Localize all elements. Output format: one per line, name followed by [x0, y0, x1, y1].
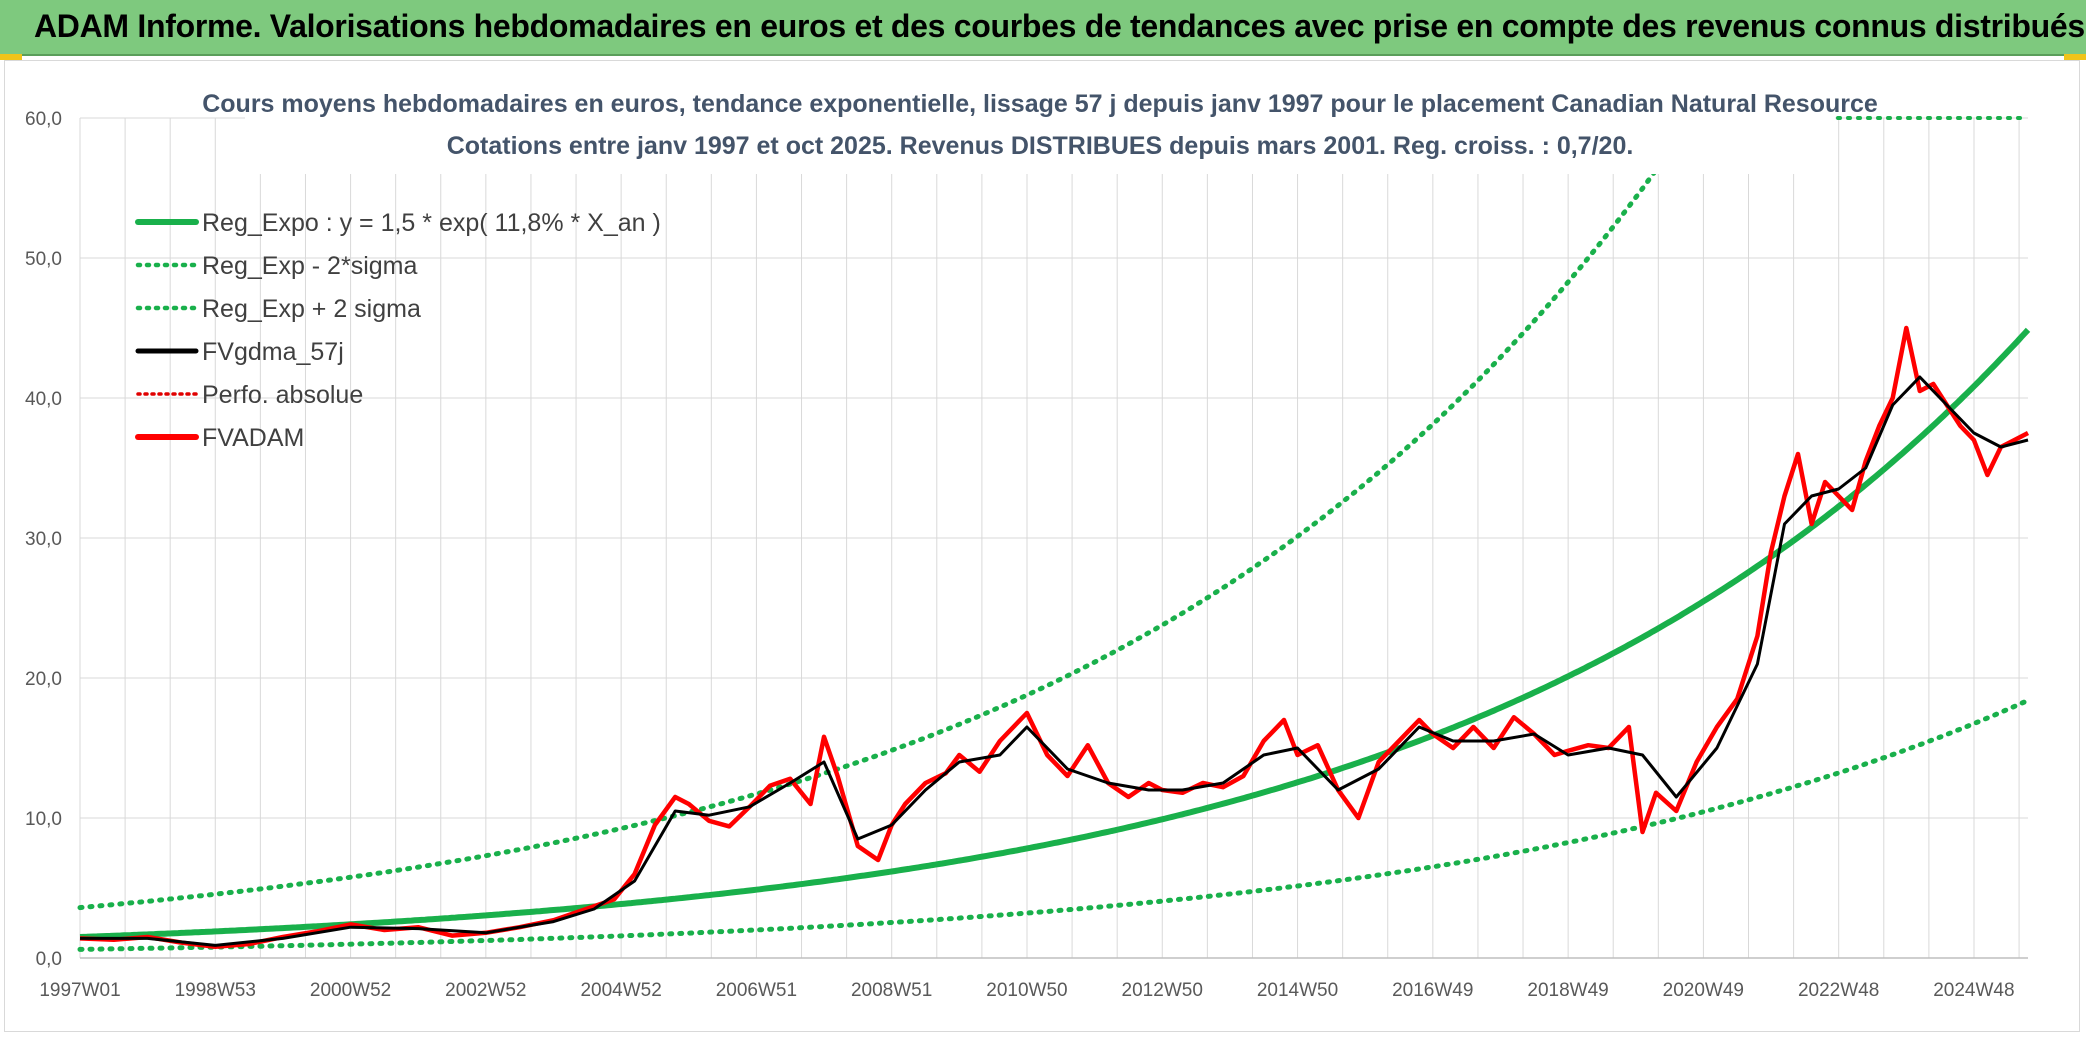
chart-title: Cours moyens hebdomadaires en euros, ten…	[202, 90, 1878, 118]
series-layer	[77, 116, 2031, 952]
fvadam-line	[79, 325, 2030, 950]
y-tick-label: 30,0	[25, 529, 62, 550]
x-tick-label: 2008W51	[851, 980, 932, 1001]
x-tick-label: 2010W50	[986, 980, 1067, 1001]
grid	[79, 117, 2028, 959]
legend-label: FVADAM	[202, 424, 304, 452]
y-tick-label: 20,0	[25, 669, 62, 690]
x-tick-label: 2004W52	[580, 980, 661, 1001]
x-tick-label: 2020W49	[1663, 980, 1744, 1001]
legend-label: Reg_Expo : y = 1,5 * exp( 11,8% * X_an )	[202, 209, 661, 237]
x-tick-label: 2018W49	[1527, 980, 1608, 1001]
x-tick-label: 1997W01	[39, 980, 120, 1001]
corner-accent-right	[2064, 54, 2086, 60]
y-tick-label: 10,0	[25, 809, 62, 830]
fvgdma-57j-line	[80, 375, 2029, 947]
axis-ticks: 0,0 10,0 20,0 30,0 40,0 50,0 60,0 1997W01 1998W5…	[25, 109, 2015, 1001]
title-background	[245, 84, 1835, 174]
x-tick-label: 2016W49	[1392, 980, 1473, 1001]
x-tick-label: 2002W52	[445, 980, 526, 1001]
legend-label: FVgdma_57j	[202, 338, 344, 366]
legend: Reg_Expo : y = 1,5 * exp( 11,8% * X_an )…	[135, 209, 661, 452]
x-tick-label: 2006W51	[716, 980, 797, 1001]
y-tick-label: 0,0	[36, 949, 62, 970]
report-title: ADAM Informe. Valorisations hebdomadaire…	[34, 8, 2085, 44]
x-tick-label: 2024W48	[1933, 980, 2014, 1001]
chart-frame	[4, 60, 2080, 1032]
chart-subtitle: Cotations entre janv 1997 et oct 2025. R…	[447, 132, 1634, 160]
y-tick-label: 40,0	[25, 389, 62, 410]
report-banner: ADAM Informe. Valorisations hebdomadaire…	[0, 0, 2086, 56]
x-tick-label: 2014W50	[1257, 980, 1338, 1001]
legend-label: Reg_Exp + 2 sigma	[202, 295, 421, 323]
corner-accent-left	[0, 54, 22, 60]
y-tick-label: 50,0	[25, 249, 62, 270]
x-tick-label: 2022W48	[1798, 980, 1879, 1001]
x-tick-label: 2000W52	[310, 980, 391, 1001]
reg-exp-plus-2sigma-line	[77, 167, 1659, 911]
y-tick-label: 60,0	[25, 109, 62, 130]
legend-label: Reg_Exp - 2*sigma	[202, 252, 417, 280]
x-tick-label: 1998W53	[175, 980, 256, 1001]
x-tick-label: 2012W50	[1122, 980, 1203, 1001]
reg-expo-line	[79, 327, 2031, 940]
legend-label: Perfo. absolue	[202, 381, 363, 409]
reg-exp-minus-2sigma-line	[77, 697, 2031, 952]
